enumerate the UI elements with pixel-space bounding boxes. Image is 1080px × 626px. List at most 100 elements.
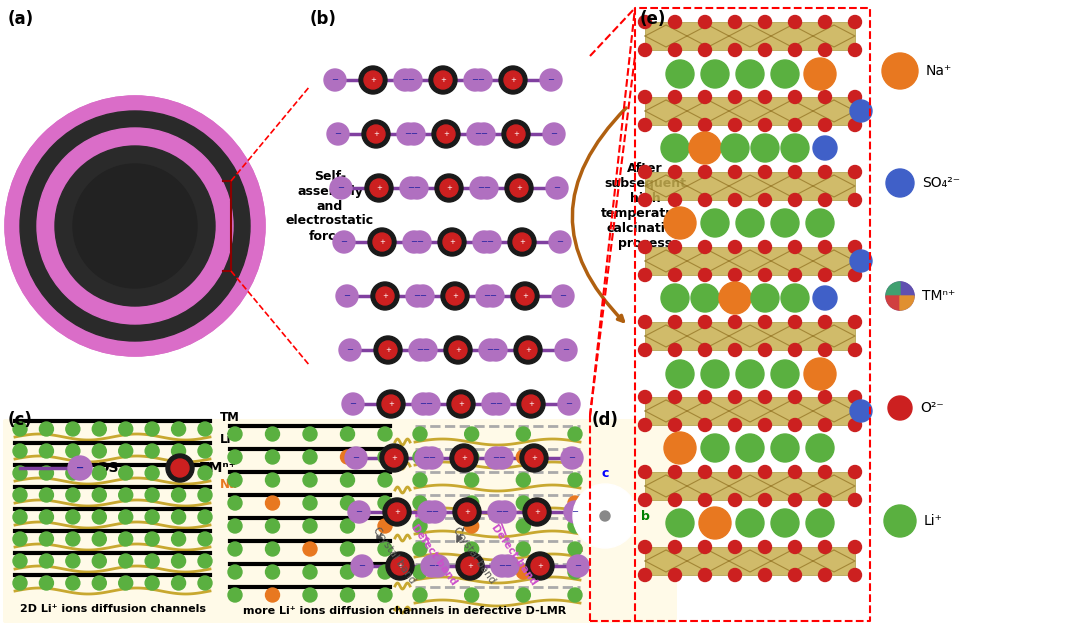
Circle shape xyxy=(819,269,832,282)
Circle shape xyxy=(119,422,133,436)
Text: +: + xyxy=(467,563,473,569)
Circle shape xyxy=(735,360,764,388)
Circle shape xyxy=(669,91,681,103)
Circle shape xyxy=(378,519,392,533)
Circle shape xyxy=(701,434,729,462)
Circle shape xyxy=(432,120,460,148)
Circle shape xyxy=(885,505,916,537)
Circle shape xyxy=(378,588,392,602)
Circle shape xyxy=(383,498,411,526)
Circle shape xyxy=(49,140,221,312)
Circle shape xyxy=(266,496,280,510)
Circle shape xyxy=(849,419,862,431)
Circle shape xyxy=(340,542,354,556)
Text: TM: TM xyxy=(220,411,240,424)
Circle shape xyxy=(666,509,694,537)
Circle shape xyxy=(758,540,771,553)
Circle shape xyxy=(699,466,712,478)
Text: −: − xyxy=(559,292,567,300)
Circle shape xyxy=(781,284,809,312)
Circle shape xyxy=(564,501,586,523)
Circle shape xyxy=(55,146,215,306)
Text: −: − xyxy=(352,453,360,463)
Circle shape xyxy=(669,419,681,431)
Circle shape xyxy=(378,565,392,579)
Circle shape xyxy=(788,165,801,178)
Circle shape xyxy=(669,240,681,254)
Circle shape xyxy=(40,488,53,502)
Circle shape xyxy=(403,231,426,253)
Circle shape xyxy=(813,286,837,310)
Circle shape xyxy=(549,231,571,253)
Circle shape xyxy=(806,509,834,537)
Circle shape xyxy=(198,510,212,524)
Circle shape xyxy=(813,136,837,160)
Text: +: + xyxy=(531,455,537,461)
Circle shape xyxy=(886,282,914,310)
Circle shape xyxy=(40,576,53,590)
Circle shape xyxy=(429,66,457,94)
Circle shape xyxy=(669,165,681,178)
Circle shape xyxy=(819,240,832,254)
Circle shape xyxy=(719,282,751,314)
Circle shape xyxy=(849,540,862,553)
Circle shape xyxy=(806,209,834,237)
Circle shape xyxy=(729,568,742,582)
Circle shape xyxy=(172,554,186,568)
Text: −: − xyxy=(566,399,572,409)
Text: −: − xyxy=(417,237,423,247)
Circle shape xyxy=(400,177,422,199)
Circle shape xyxy=(467,123,489,145)
Circle shape xyxy=(806,434,834,462)
Text: −: − xyxy=(496,508,502,516)
Circle shape xyxy=(849,16,862,29)
Text: −: − xyxy=(551,130,557,138)
Circle shape xyxy=(266,450,280,464)
FancyBboxPatch shape xyxy=(645,247,855,275)
Circle shape xyxy=(119,532,133,546)
Circle shape xyxy=(758,193,771,207)
Circle shape xyxy=(66,444,80,458)
Text: −: − xyxy=(347,346,353,354)
Text: −: − xyxy=(477,76,485,85)
Circle shape xyxy=(788,193,801,207)
FancyBboxPatch shape xyxy=(645,22,855,50)
Circle shape xyxy=(228,565,242,579)
Text: +: + xyxy=(458,401,464,407)
Circle shape xyxy=(819,16,832,29)
Text: +: + xyxy=(455,347,461,353)
Circle shape xyxy=(699,91,712,103)
Circle shape xyxy=(699,540,712,553)
Circle shape xyxy=(638,118,651,131)
Circle shape xyxy=(413,542,427,556)
Text: +: + xyxy=(379,239,384,245)
Circle shape xyxy=(849,568,862,582)
Circle shape xyxy=(758,43,771,56)
Circle shape xyxy=(638,193,651,207)
Text: +: + xyxy=(525,347,531,353)
Circle shape xyxy=(394,69,416,91)
Text: +: + xyxy=(388,401,394,407)
Circle shape xyxy=(568,427,582,441)
Circle shape xyxy=(66,554,80,568)
Circle shape xyxy=(455,449,473,467)
Circle shape xyxy=(372,282,399,310)
Text: −: − xyxy=(554,183,561,193)
Circle shape xyxy=(303,565,318,579)
Text: −: − xyxy=(556,237,564,247)
Circle shape xyxy=(13,488,27,502)
Circle shape xyxy=(40,466,53,480)
Text: (d): (d) xyxy=(592,411,619,429)
Circle shape xyxy=(40,554,53,568)
Circle shape xyxy=(781,134,809,162)
Text: −: − xyxy=(417,346,423,354)
Circle shape xyxy=(771,509,799,537)
Circle shape xyxy=(522,395,540,413)
Text: (a): (a) xyxy=(8,10,35,28)
Circle shape xyxy=(5,96,265,356)
Circle shape xyxy=(699,118,712,131)
Circle shape xyxy=(699,316,712,329)
Circle shape xyxy=(413,450,427,464)
Circle shape xyxy=(788,240,801,254)
Wedge shape xyxy=(900,282,914,296)
